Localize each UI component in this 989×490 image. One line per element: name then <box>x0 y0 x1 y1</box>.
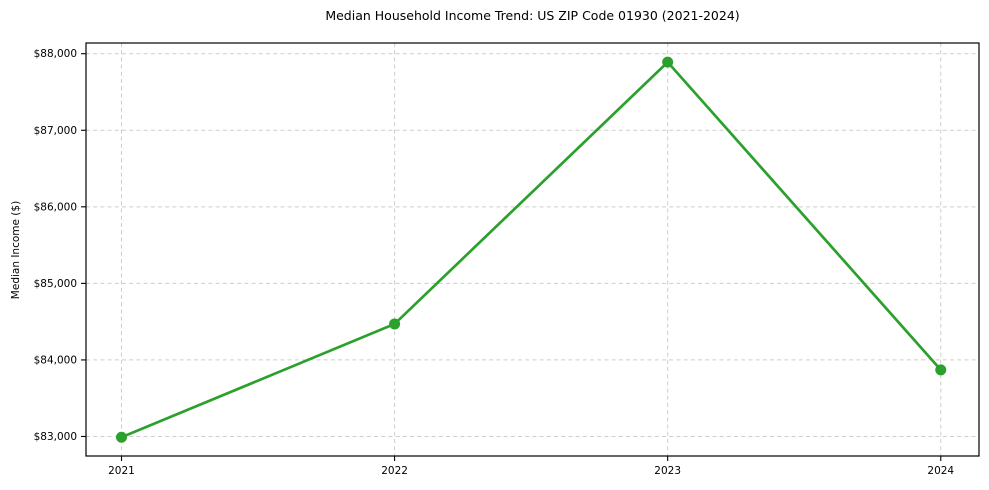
chart-title: Median Household Income Trend: US ZIP Co… <box>325 8 740 23</box>
x-tick-label: 2021 <box>108 465 135 477</box>
y-tick-label: $86,000 <box>34 201 77 213</box>
trend-line <box>120 60 943 439</box>
y-tick-label: $84,000 <box>34 354 77 366</box>
y-tick-label: $83,000 <box>34 431 77 443</box>
data-point-2022 <box>389 318 401 330</box>
x-tick-label: 2023 <box>654 465 681 477</box>
y-tick-label: $85,000 <box>34 278 77 290</box>
data-point-2021 <box>116 431 128 443</box>
plot-border <box>85 42 980 457</box>
x-tick-label: 2022 <box>381 465 408 477</box>
data-point-2023 <box>662 56 674 68</box>
x-tick-label: 2024 <box>927 465 954 477</box>
y-tick-label: $87,000 <box>34 125 77 137</box>
y-tick-label: $88,000 <box>34 48 77 60</box>
data-point-2024 <box>935 364 947 376</box>
